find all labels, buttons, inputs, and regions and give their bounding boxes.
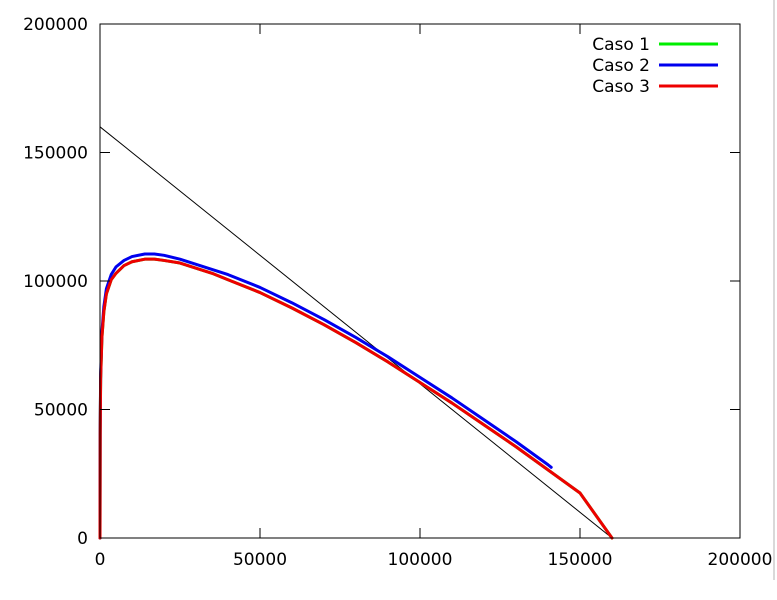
x-tick-label: 100000 bbox=[388, 550, 453, 570]
series-line-1 bbox=[98, 257, 614, 540]
series-line-2 bbox=[98, 252, 553, 540]
x-tick-label: 150000 bbox=[548, 550, 613, 570]
y-tick-label: 200000 bbox=[23, 15, 88, 35]
x-tick-label: 50000 bbox=[233, 550, 287, 570]
legend-label-2: Caso 2 bbox=[592, 56, 650, 76]
legend-label-1: Caso 1 bbox=[592, 35, 650, 55]
plot-area-frame bbox=[99, 23, 741, 539]
series-line-3 bbox=[98, 257, 614, 540]
y-tick-label: 150000 bbox=[23, 144, 88, 164]
y-tick-label: 100000 bbox=[23, 272, 88, 292]
legend-label-3: Caso 3 bbox=[592, 77, 650, 97]
reference-line bbox=[99, 126, 613, 539]
y-tick-label: 50000 bbox=[34, 401, 88, 421]
window-edge bbox=[773, 0, 775, 580]
x-tick-label: 0 bbox=[95, 550, 106, 570]
y-tick-label: 0 bbox=[77, 529, 88, 549]
x-tick-label: 200000 bbox=[708, 550, 773, 570]
